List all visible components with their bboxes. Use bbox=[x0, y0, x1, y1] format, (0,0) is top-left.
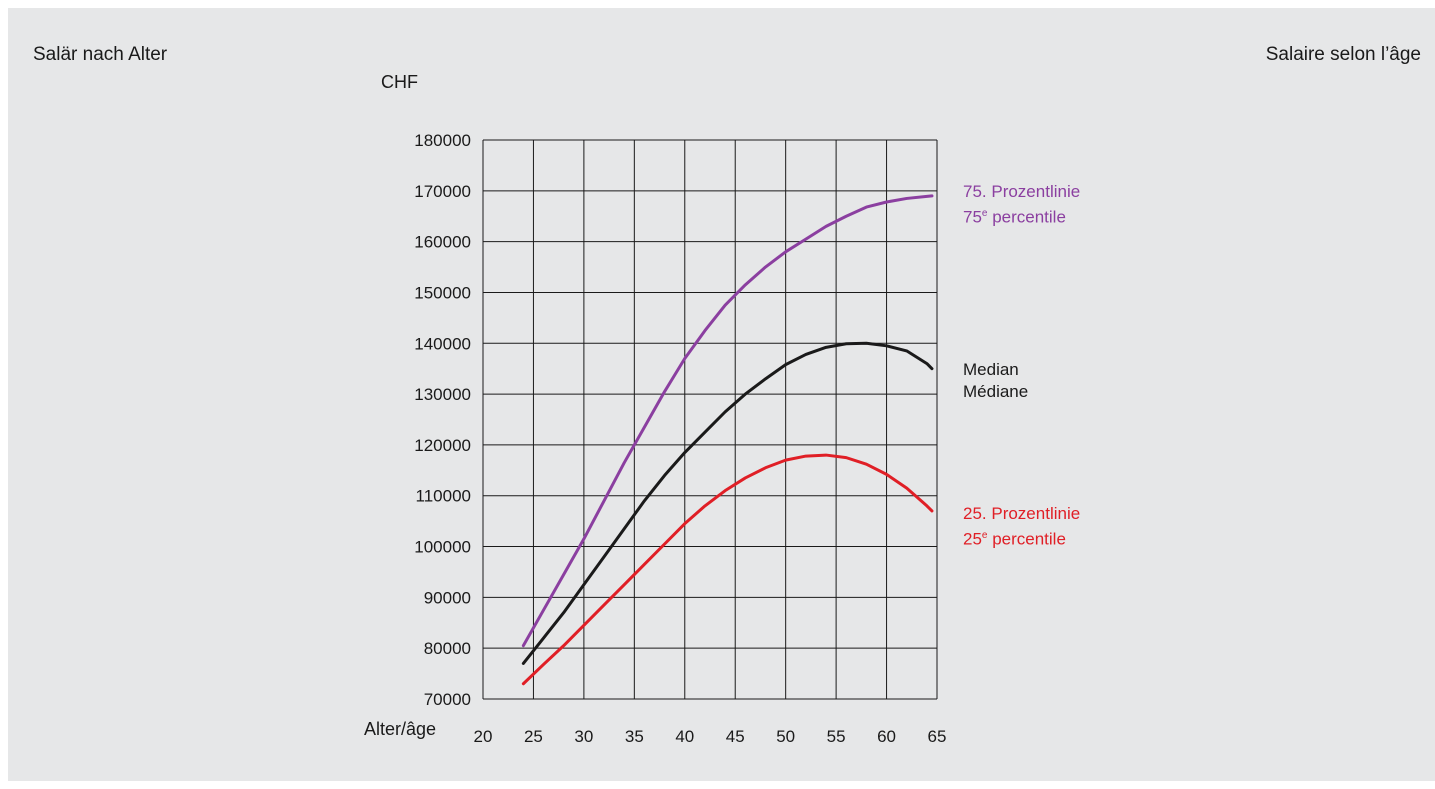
series-line-median bbox=[521, 341, 934, 665]
x-tick-label: 65 bbox=[928, 727, 947, 746]
x-tick-label: 25 bbox=[524, 727, 543, 746]
legend-label-p25-line1: 25. Prozentlinie bbox=[963, 504, 1081, 523]
legend-label-p25: 25. Prozentlinie 25e percentile bbox=[963, 503, 1080, 551]
title-right: Salaire selon l’âge bbox=[1265, 44, 1421, 65]
x-tick-label: 20 bbox=[474, 727, 493, 746]
y-tick-label: 170000 bbox=[414, 182, 471, 201]
y-tick-label: 120000 bbox=[414, 436, 471, 455]
title-left: Salär nach Alter bbox=[33, 44, 168, 65]
legend-label-p75-line2: 75e percentile bbox=[963, 207, 1066, 227]
x-tick-label: 45 bbox=[726, 727, 745, 746]
x-tick-label: 50 bbox=[776, 727, 795, 746]
x-axis-label: Alter/âge bbox=[364, 719, 437, 739]
legend-label-median-line1: Median bbox=[963, 360, 1019, 379]
x-tick-label: 55 bbox=[827, 727, 846, 746]
legend-label-median: Median Médiane bbox=[963, 359, 1028, 403]
x-tick-label: 60 bbox=[877, 727, 896, 746]
y-tick-label: 180000 bbox=[414, 131, 471, 150]
legend-label-p75-line1: 75. Prozentlinie bbox=[963, 182, 1081, 201]
y-tick-label: 140000 bbox=[414, 334, 471, 353]
x-tick-label: 35 bbox=[625, 727, 644, 746]
series-line-p75 bbox=[521, 194, 934, 648]
y-tick-label: 100000 bbox=[414, 538, 471, 557]
y-tick-label: 110000 bbox=[416, 487, 471, 506]
y-tick-label: 90000 bbox=[424, 588, 471, 607]
x-tick-label: 40 bbox=[675, 727, 694, 746]
y-tick-label: 80000 bbox=[424, 639, 471, 658]
y-tick-label: 150000 bbox=[414, 283, 471, 302]
legend-label-p25-line2: 25e percentile bbox=[963, 529, 1066, 549]
y-tick-label: 70000 bbox=[424, 690, 471, 709]
y-tick-label: 160000 bbox=[414, 233, 471, 252]
legend-label-p75: 75. Prozentlinie 75e percentile bbox=[963, 181, 1080, 229]
y-axis-unit: CHF bbox=[381, 72, 418, 92]
y-tick-label: 130000 bbox=[414, 385, 471, 404]
series-line-p25 bbox=[521, 453, 934, 686]
x-tick-label: 30 bbox=[574, 727, 593, 746]
legend-label-median-line2: Médiane bbox=[963, 382, 1029, 401]
